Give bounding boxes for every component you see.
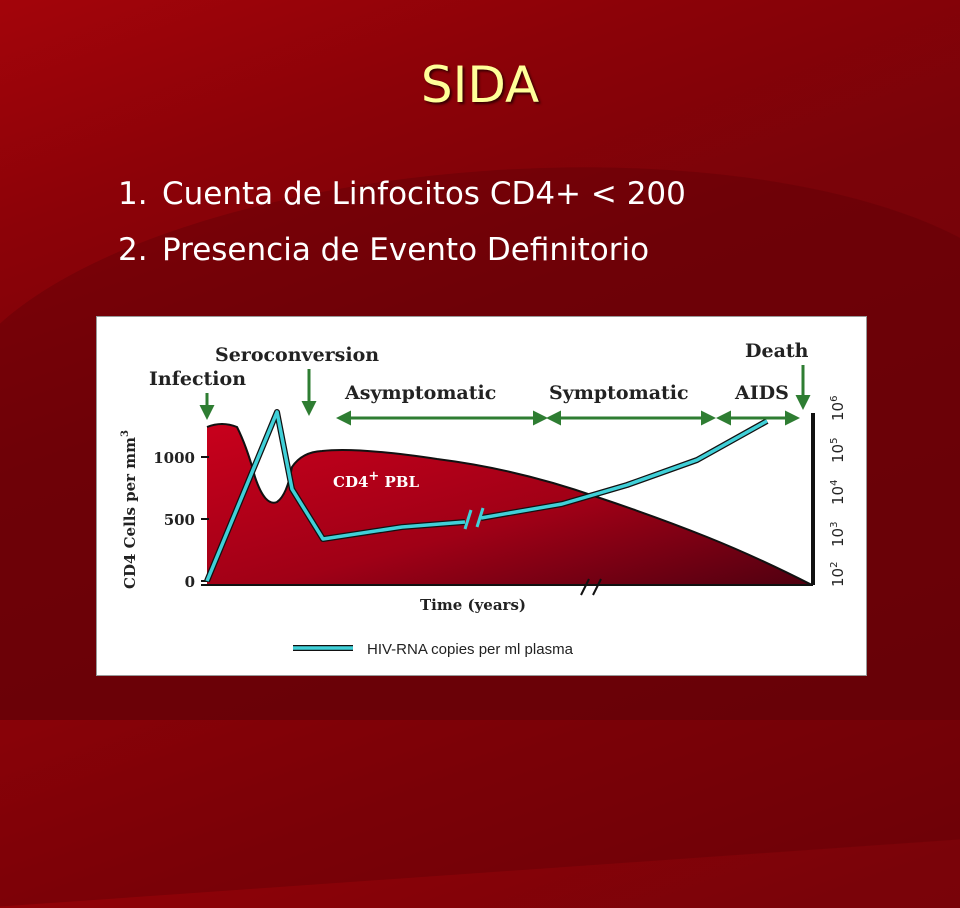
y-axis-left-label: CD4 Cells per mm3 xyxy=(120,430,139,589)
bullet-item-2: 2. Presencia de Evento Definitorio xyxy=(118,232,686,288)
phase-label-aids: AIDS xyxy=(734,382,789,404)
y-tick-label: 500 xyxy=(164,511,195,529)
y-right-tick-label: 106 xyxy=(829,396,847,421)
hiv-line-break-mark xyxy=(475,507,485,528)
cd4-area-outline xyxy=(206,423,813,586)
event-label-death: Death xyxy=(745,340,809,362)
x-axis-break-mark xyxy=(592,578,602,596)
phase-label-symptomatic: Symptomatic xyxy=(549,382,689,404)
hiv-progression-figure: Infection Seroconversion Death Asymptoma… xyxy=(96,316,867,676)
cd4-pbl-label: CD4+ PBL xyxy=(333,469,419,491)
y-right-tick-label: 103 xyxy=(829,522,847,547)
phase-label-asymptomatic: Asymptomatic xyxy=(344,382,496,404)
hiv-rna-line-fill xyxy=(205,410,768,582)
bullet-text: Cuenta de Linfocitos CD4+ < 200 xyxy=(162,176,686,212)
x-axis-break-mark xyxy=(580,578,590,596)
y-tick-label: 1000 xyxy=(153,449,195,467)
event-label-infection: Infection xyxy=(149,368,246,390)
hiv-progression-diagram: Infection Seroconversion Death Asymptoma… xyxy=(120,340,847,658)
legend-label: HIV-RNA copies per ml plasma xyxy=(367,641,574,658)
y-right-tick-label: 104 xyxy=(829,480,847,505)
bullet-number: 2. xyxy=(118,232,148,268)
bullet-text: Presencia de Evento Definitorio xyxy=(162,232,650,268)
cd4-area xyxy=(207,424,812,585)
slide-title: SIDA xyxy=(420,56,540,114)
y-right-tick-label: 102 xyxy=(829,562,847,587)
hiv-line-break-mark xyxy=(463,509,473,530)
x-axis-label: Time (years) xyxy=(420,596,526,614)
bullet-number: 1. xyxy=(118,176,148,212)
event-label-seroconversion: Seroconversion xyxy=(215,344,379,366)
bullet-item-1: 1. Cuenta de Linfocitos CD4+ < 200 xyxy=(118,176,686,232)
y-right-tick-label: 105 xyxy=(829,438,847,463)
y-tick-label: 0 xyxy=(185,573,195,591)
bullet-list: 1. Cuenta de Linfocitos CD4+ < 200 2. Pres… xyxy=(118,176,686,288)
